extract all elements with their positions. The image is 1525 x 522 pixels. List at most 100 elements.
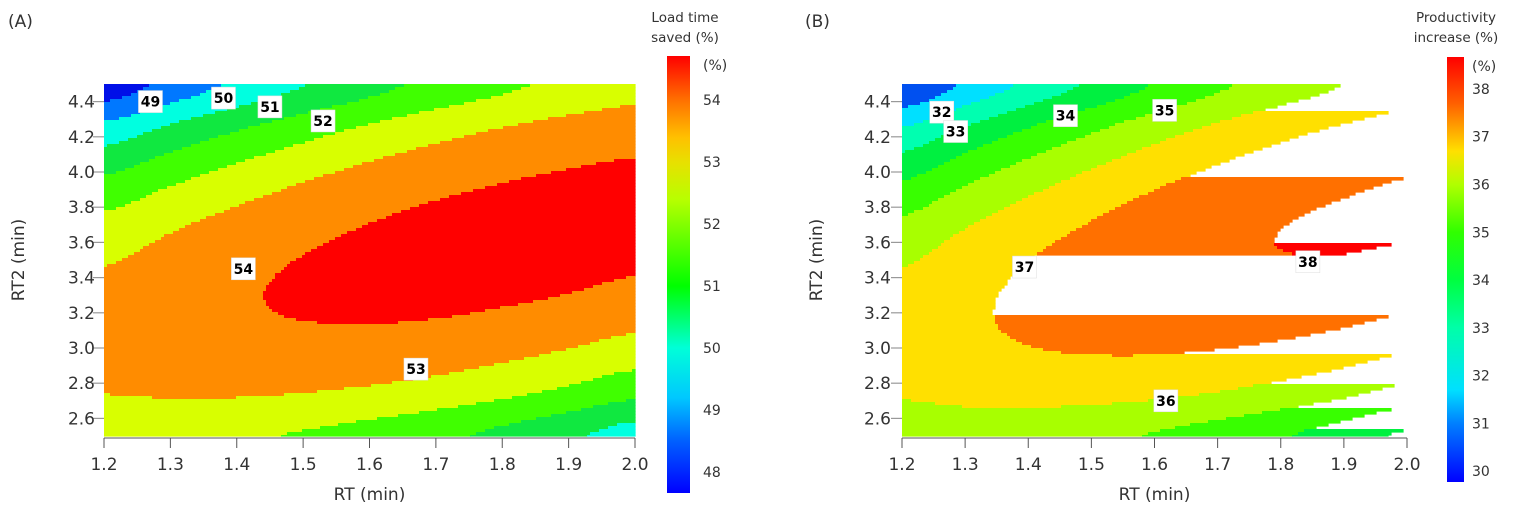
contour-band-cell xyxy=(1070,231,1278,235)
contour-band-cell xyxy=(902,414,1245,418)
contour-band-cell xyxy=(1061,180,1176,184)
contour-band-cell xyxy=(902,123,915,127)
contour-band-cell xyxy=(1202,126,1329,130)
contour-band-cell xyxy=(938,246,1047,250)
contour-band-cell xyxy=(308,111,420,115)
contour-band-cell xyxy=(281,93,381,97)
contour-band-cell xyxy=(974,222,1089,226)
contour-band-cell xyxy=(434,108,603,112)
contour-band-cell xyxy=(305,84,405,88)
contour-band-cell xyxy=(299,87,396,91)
contour-band-cell xyxy=(1031,126,1110,130)
contour-band-cell xyxy=(902,90,948,94)
contour-band-cell xyxy=(368,96,492,100)
contour-band-cell xyxy=(902,102,921,106)
x-tick-label: 1.9 xyxy=(1330,455,1357,475)
contour-band-cell xyxy=(902,222,975,226)
contour-band-cell xyxy=(917,174,990,178)
contour-band-cell xyxy=(902,114,939,118)
contour-band-cell xyxy=(1226,417,1353,421)
contour-band-cell xyxy=(158,189,282,193)
contour-band-cell xyxy=(104,183,177,187)
contour-band-cell xyxy=(104,375,432,379)
contour-band-cell xyxy=(902,165,939,169)
contour-band-cell xyxy=(902,303,996,307)
contour-band-cell xyxy=(377,417,537,421)
contour-band-cell xyxy=(266,303,519,307)
contour-band-cell xyxy=(116,207,231,211)
contour-band-cell xyxy=(452,138,636,142)
colorbar-tick-label: 51 xyxy=(703,279,721,295)
contour-band-cell xyxy=(314,138,453,142)
contour-band-cell xyxy=(104,423,339,427)
contour-band-cell xyxy=(902,99,930,103)
contour-band-cell xyxy=(131,93,201,97)
contour-band-cell xyxy=(470,435,588,437)
contour-band-cell xyxy=(1253,111,1389,115)
colorbar-unit: (%) xyxy=(1472,59,1496,75)
contour-band-cell xyxy=(902,390,1221,394)
contour-band-cell xyxy=(392,381,582,385)
contour-band-cell xyxy=(104,129,153,133)
contour-band-cell xyxy=(1043,99,1116,103)
contour-band-cell xyxy=(539,354,636,358)
contour-band-cell xyxy=(275,273,636,277)
contour-band-cell xyxy=(1115,123,1212,127)
contour-band-cell xyxy=(527,393,636,397)
contour-band-cell xyxy=(323,174,537,178)
contour-label-text: 54 xyxy=(234,262,254,278)
contour-band-cell xyxy=(902,246,939,250)
contour-band-cell xyxy=(173,231,348,235)
contour-band-cell xyxy=(104,390,318,394)
contour-band-cell xyxy=(494,363,636,367)
contour-band-cell xyxy=(104,354,540,358)
contour-band-cell xyxy=(104,393,111,397)
contour-band-cell xyxy=(161,126,249,130)
contour-band-cell xyxy=(152,129,240,133)
contour-band-cell xyxy=(278,312,471,316)
contour-band-cell xyxy=(107,144,192,148)
contour-band-cell xyxy=(1187,102,1287,106)
y-tick-label: 3.4 xyxy=(864,269,891,289)
contour-band-cell xyxy=(104,315,285,319)
contour-band-cell xyxy=(902,282,1008,286)
contour-band-cell xyxy=(104,333,627,337)
contour-band-cell xyxy=(104,225,186,229)
contour-label: 38 xyxy=(1295,250,1321,274)
contour-band-cell xyxy=(1145,87,1230,91)
contour-band-cell xyxy=(380,93,504,97)
contour-band-cell xyxy=(344,168,567,172)
x-tick-label: 2.0 xyxy=(1393,455,1420,475)
contour-band-cell xyxy=(551,171,636,175)
contour-band-cell xyxy=(902,393,1200,397)
contour-band-cell xyxy=(602,375,636,379)
contour-band-cell xyxy=(1061,405,1299,409)
contour-band-cell xyxy=(263,294,561,298)
contour-band-cell xyxy=(275,276,627,280)
contour-band-cell xyxy=(248,126,357,130)
contour-band-cell xyxy=(1184,132,1308,136)
contour-band-cell xyxy=(140,198,255,202)
contour-band-cell xyxy=(902,375,1302,379)
contour-band-cell xyxy=(902,153,963,157)
contour-band-cell xyxy=(590,432,636,436)
contour-band-cell xyxy=(1067,234,1278,238)
contour-band-cell xyxy=(1028,195,1140,199)
contour-band-cell xyxy=(1277,246,1377,250)
contour-band-cell xyxy=(1208,420,1341,424)
contour-band-cell xyxy=(104,327,636,331)
contour-band-cell xyxy=(902,336,1011,340)
contour-band-cell xyxy=(1088,222,1290,226)
contour-band-cell xyxy=(104,153,165,157)
contour-band-cell xyxy=(380,120,534,124)
contour-band-cell xyxy=(104,108,150,112)
contour-band-cell xyxy=(104,273,276,277)
contour-band-cell xyxy=(902,213,909,217)
panel-a-load-time-saved: 1.2 1.3 1.4 1.5 1.6 1.7 1.8 1.9 2.0 2.6 2.8 3.0 3.2 3… xyxy=(8,10,727,505)
contour-band-cell xyxy=(1004,207,1116,211)
contour-band-cell xyxy=(218,168,345,172)
panel-b-productivity-increase: 1.2 1.3 1.4 1.5 1.6 1.7 1.8 1.9 2.0 2.6 2.8 3.0 3.2 3… xyxy=(805,10,1498,505)
contour-band-cell xyxy=(902,324,999,328)
contour-band-cell xyxy=(1205,96,1311,100)
contour-band-cell xyxy=(110,393,285,397)
